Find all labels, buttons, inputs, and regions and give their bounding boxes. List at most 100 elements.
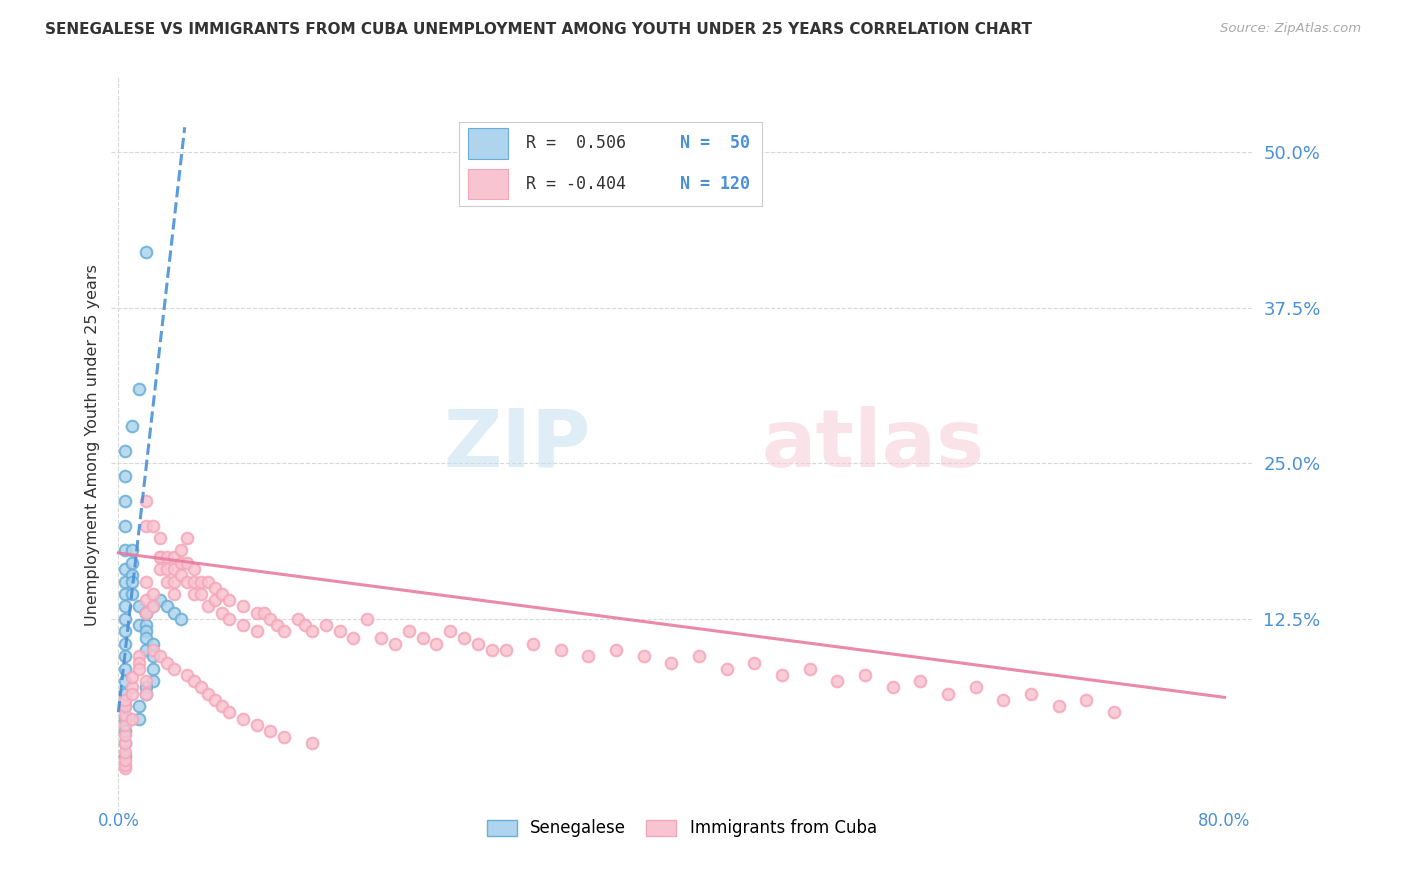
Point — [190, 681, 212, 695]
Point — [114, 757, 136, 772]
Point — [259, 723, 281, 738]
Point — [135, 574, 157, 589]
Point — [162, 574, 184, 589]
Point — [252, 606, 274, 620]
Point — [114, 518, 136, 533]
Point — [114, 717, 136, 731]
Point — [232, 618, 254, 632]
Point — [1047, 699, 1070, 714]
Point — [183, 562, 205, 576]
Point — [142, 599, 165, 614]
Point — [149, 549, 172, 564]
Point — [114, 662, 136, 676]
Point — [481, 643, 503, 657]
Point — [218, 612, 240, 626]
Point — [142, 518, 165, 533]
Point — [142, 637, 165, 651]
Point — [114, 748, 136, 763]
Point — [211, 587, 233, 601]
Point — [121, 419, 143, 434]
Point — [114, 736, 136, 750]
Point — [114, 562, 136, 576]
Text: 80.0%: 80.0% — [1198, 812, 1251, 830]
Point — [156, 549, 179, 564]
Point — [156, 656, 179, 670]
Point — [121, 681, 143, 695]
Point — [827, 674, 849, 689]
Legend: Senegalese, Immigrants from Cuba: Senegalese, Immigrants from Cuba — [481, 813, 883, 844]
Text: 0.0%: 0.0% — [97, 812, 139, 830]
Point — [114, 728, 136, 742]
Point — [114, 574, 136, 589]
Point — [114, 599, 136, 614]
Point — [169, 543, 191, 558]
Point — [156, 562, 179, 576]
Point — [1076, 693, 1098, 707]
Point — [578, 649, 600, 664]
Point — [204, 581, 226, 595]
Point — [135, 687, 157, 701]
Point — [197, 574, 219, 589]
Point — [135, 618, 157, 632]
Point — [114, 736, 136, 750]
Point — [121, 543, 143, 558]
Point — [197, 599, 219, 614]
Point — [149, 593, 172, 607]
Point — [661, 656, 683, 670]
Point — [356, 612, 378, 626]
Point — [135, 674, 157, 689]
Point — [114, 468, 136, 483]
Point — [114, 649, 136, 664]
Point — [114, 687, 136, 701]
Point — [162, 549, 184, 564]
Point — [162, 587, 184, 601]
Point — [190, 587, 212, 601]
Point — [218, 706, 240, 720]
Point — [467, 637, 489, 651]
Point — [342, 631, 364, 645]
Point — [114, 712, 136, 726]
Point — [128, 382, 150, 396]
Point — [246, 624, 269, 639]
Point — [169, 612, 191, 626]
Point — [176, 574, 198, 589]
Point — [135, 244, 157, 259]
Point — [114, 699, 136, 714]
Point — [135, 606, 157, 620]
Point — [301, 624, 323, 639]
Point — [232, 599, 254, 614]
Point — [688, 649, 710, 664]
Point — [287, 612, 309, 626]
Point — [114, 699, 136, 714]
Point — [370, 631, 392, 645]
Point — [114, 745, 136, 759]
Point — [128, 662, 150, 676]
Point — [183, 574, 205, 589]
Point — [135, 606, 157, 620]
Point — [329, 624, 352, 639]
Point — [799, 662, 821, 676]
Point — [135, 606, 157, 620]
Point — [121, 587, 143, 601]
Point — [135, 631, 157, 645]
Point — [211, 606, 233, 620]
Point — [114, 543, 136, 558]
Point — [114, 761, 136, 775]
Point — [294, 618, 316, 632]
Point — [176, 556, 198, 570]
Point — [149, 531, 172, 545]
Point — [114, 637, 136, 651]
Point — [149, 549, 172, 564]
Point — [114, 443, 136, 458]
Point — [121, 712, 143, 726]
Point — [246, 606, 269, 620]
Point — [522, 637, 544, 651]
Point — [384, 637, 406, 651]
Point — [114, 493, 136, 508]
Point — [149, 562, 172, 576]
Point — [882, 681, 904, 695]
Point — [121, 574, 143, 589]
Point — [121, 670, 143, 684]
Point — [853, 668, 876, 682]
Point — [716, 662, 738, 676]
